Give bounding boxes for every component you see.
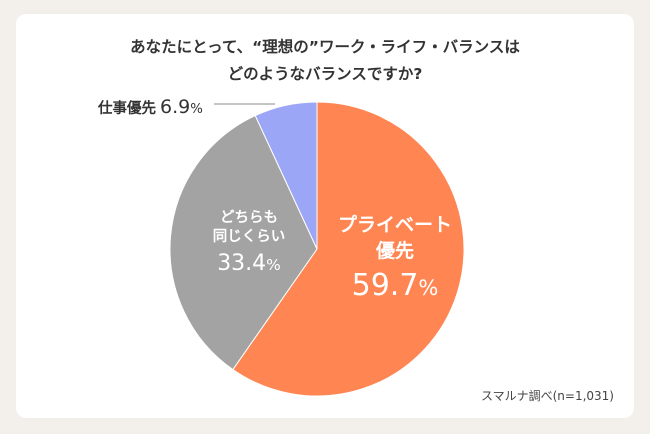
pie-slice-work — [254, 101, 318, 250]
slice-value-work-number: 6.9 — [160, 96, 191, 118]
percent-sign: % — [190, 102, 203, 117]
slice-label-work-name: 仕事優先 — [98, 101, 156, 117]
slice-label-same-line2: 同じくらい — [212, 229, 286, 245]
pie-slices — [169, 101, 465, 397]
percent-sign: % — [418, 276, 439, 300]
chart-title: あなたにとって、“理想の”ワーク・ライフ・バランスは どのようなバランスですか? — [16, 34, 634, 88]
slice-label-private: プライベート 優先 59.7% — [325, 212, 465, 308]
slice-label-same-line1: どちらも — [220, 210, 278, 226]
slice-label-private-line2: 優先 — [375, 240, 414, 262]
slice-label-work: 仕事優先 6.9% — [98, 94, 203, 123]
slice-value-work: 6.9% — [160, 96, 203, 118]
slice-value-private-number: 59.7 — [351, 268, 419, 303]
slice-value-same-number: 33.4 — [217, 251, 267, 276]
pie-chart — [169, 101, 465, 397]
chart-title-line-1: あなたにとって、“理想の”ワーク・ライフ・バランスは — [130, 38, 520, 56]
slice-value-same: 33.4% — [194, 249, 304, 280]
source-note: スマルナ調べ(n=1,031) — [480, 389, 614, 403]
chart-title-line-2: どのようなバランスですか? — [227, 65, 423, 83]
percent-sign: % — [266, 256, 281, 274]
slice-label-same: どちらも 同じくらい 33.4% — [194, 209, 304, 280]
slice-value-private: 59.7% — [325, 266, 465, 308]
chart-card: あなたにとって、“理想の”ワーク・ライフ・バランスは どのようなバランスですか?… — [16, 14, 634, 418]
slice-label-private-line1: プライベート — [337, 214, 452, 236]
pie-slice-same — [169, 114, 318, 371]
pie-slice-private — [232, 101, 465, 397]
